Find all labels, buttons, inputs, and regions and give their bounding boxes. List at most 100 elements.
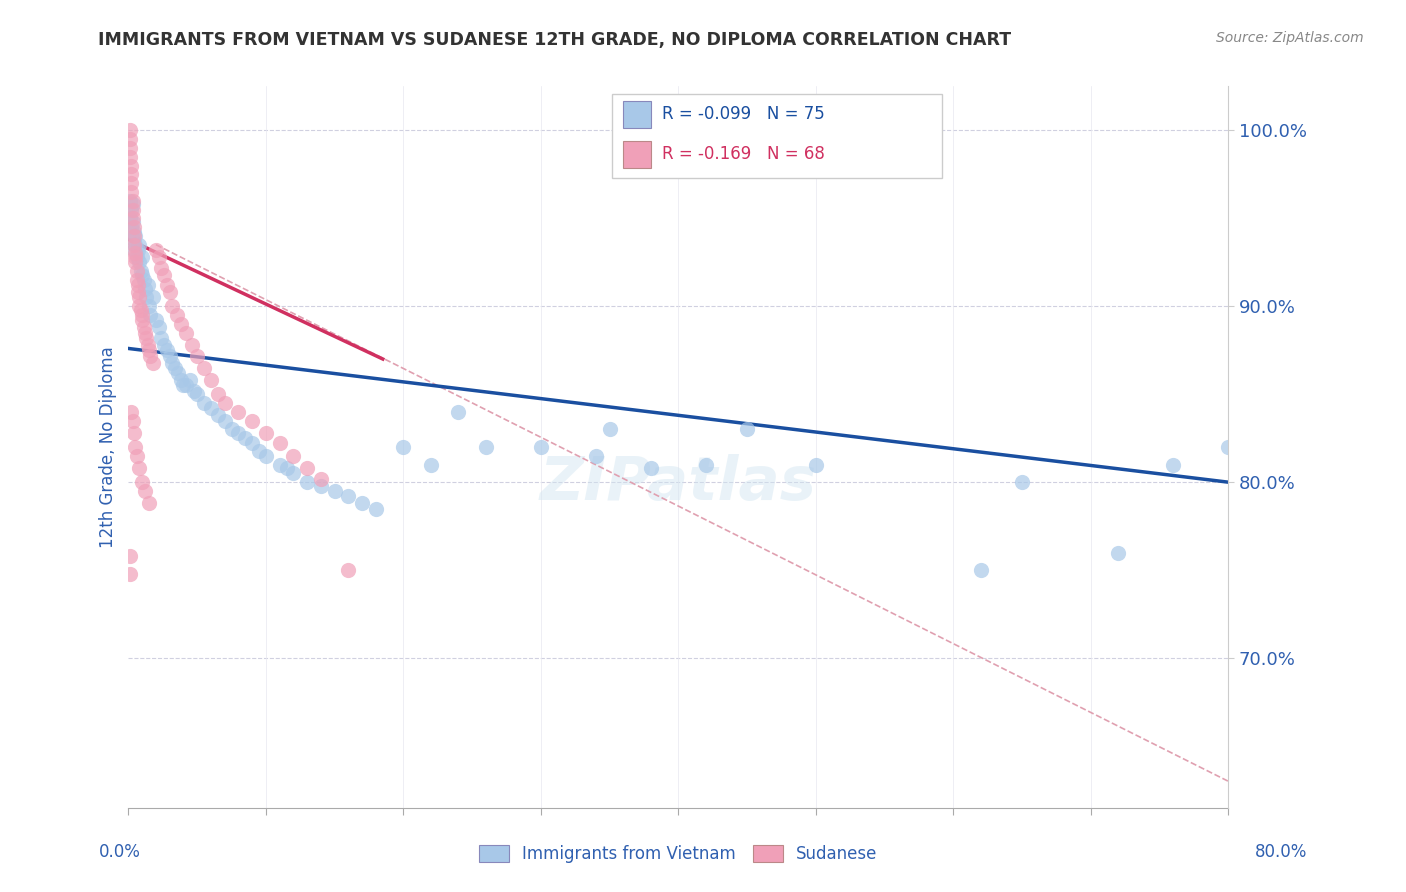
Point	[214, 396, 236, 410]
Point	[128, 255, 150, 269]
Point	[150, 260, 173, 275]
Point	[128, 237, 150, 252]
Point	[121, 202, 143, 217]
Point	[186, 349, 208, 363]
Point	[309, 478, 332, 492]
Point	[122, 226, 145, 240]
Point	[156, 278, 179, 293]
Text: 0.0%: 0.0%	[98, 843, 141, 861]
Point	[419, 458, 441, 472]
Point	[179, 373, 201, 387]
Point	[233, 431, 256, 445]
Point	[128, 290, 150, 304]
Point	[337, 489, 360, 503]
Point	[125, 250, 148, 264]
Point	[125, 264, 148, 278]
Legend: Immigrants from Vietnam, Sudanese: Immigrants from Vietnam, Sudanese	[471, 837, 886, 871]
Point	[337, 563, 360, 577]
Point	[118, 123, 141, 137]
Point	[1011, 475, 1033, 490]
Point	[153, 268, 176, 282]
Point	[240, 414, 263, 428]
Point	[122, 237, 145, 252]
Point	[170, 373, 193, 387]
Point	[970, 563, 993, 577]
Point	[132, 320, 155, 334]
Point	[124, 250, 146, 264]
Point	[142, 355, 165, 369]
Point	[139, 308, 162, 322]
Point	[121, 215, 143, 229]
Point	[118, 566, 141, 581]
Point	[323, 483, 346, 498]
Point	[128, 461, 150, 475]
Point	[159, 285, 181, 300]
Text: ZIPatlas: ZIPatlas	[540, 453, 817, 513]
Point	[247, 443, 270, 458]
Point	[162, 299, 184, 313]
Point	[167, 366, 190, 380]
Point	[131, 475, 153, 490]
Point	[228, 425, 250, 440]
Point	[180, 338, 202, 352]
Point	[125, 273, 148, 287]
Point	[118, 194, 141, 208]
Point	[121, 211, 143, 226]
Point	[193, 396, 215, 410]
Point	[142, 290, 165, 304]
Point	[131, 250, 153, 264]
Point	[148, 320, 170, 334]
Point	[240, 436, 263, 450]
Point	[283, 449, 305, 463]
Point	[134, 282, 156, 296]
Point	[124, 228, 146, 243]
Point	[165, 360, 187, 375]
Point	[118, 211, 141, 226]
Point	[145, 243, 167, 257]
Point	[145, 313, 167, 327]
Point	[128, 299, 150, 313]
Point	[120, 220, 142, 235]
Point	[124, 237, 146, 252]
Point	[585, 449, 607, 463]
Point	[150, 331, 173, 345]
Point	[283, 467, 305, 481]
Point	[392, 440, 415, 454]
Point	[118, 141, 141, 155]
Point	[131, 308, 153, 322]
Point	[127, 285, 149, 300]
Point	[735, 422, 758, 436]
Point	[1218, 440, 1240, 454]
Point	[138, 343, 160, 358]
Point	[640, 461, 662, 475]
Point	[122, 220, 145, 235]
Point	[135, 290, 157, 304]
Point	[186, 387, 208, 401]
Point	[131, 268, 153, 282]
Point	[174, 326, 197, 340]
Point	[193, 360, 215, 375]
Point	[121, 197, 143, 211]
Point	[122, 243, 145, 257]
Point	[162, 355, 184, 369]
Point	[200, 401, 222, 416]
Point	[134, 326, 156, 340]
Y-axis label: 12th Grade, No Diploma: 12th Grade, No Diploma	[100, 346, 117, 548]
Point	[153, 338, 176, 352]
Text: R = -0.099   N = 75: R = -0.099 N = 75	[662, 105, 825, 123]
Point	[125, 449, 148, 463]
Point	[121, 232, 143, 246]
Point	[269, 458, 291, 472]
Point	[138, 496, 160, 510]
Point	[475, 440, 498, 454]
Point	[254, 449, 277, 463]
Point	[200, 373, 222, 387]
Point	[174, 378, 197, 392]
Point	[120, 176, 142, 190]
Point	[254, 425, 277, 440]
Point	[269, 436, 291, 450]
Point	[214, 414, 236, 428]
Point	[599, 422, 621, 436]
Point	[118, 150, 141, 164]
Point	[207, 387, 229, 401]
